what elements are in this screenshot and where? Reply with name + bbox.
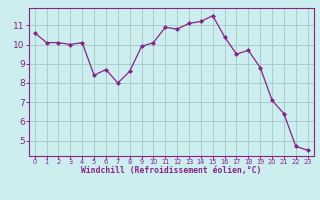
X-axis label: Windchill (Refroidissement éolien,°C): Windchill (Refroidissement éolien,°C)	[81, 166, 261, 175]
